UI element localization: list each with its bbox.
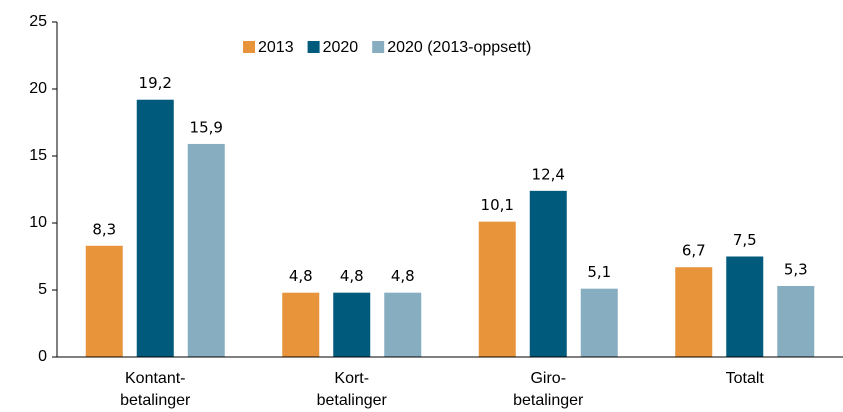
bar [529, 190, 567, 357]
value-label: 5,1 [587, 263, 611, 281]
legend-label: 2020 [323, 39, 359, 56]
value-label: 4,8 [391, 267, 415, 285]
y-tick-label: 10 [29, 214, 47, 231]
bar [187, 143, 225, 357]
value-label: 7,5 [733, 231, 757, 249]
bar [777, 285, 815, 357]
bar [580, 288, 618, 357]
value-label: 4,8 [340, 267, 364, 285]
y-tick-label: 25 [29, 13, 47, 30]
bar [726, 256, 764, 357]
bar [478, 221, 516, 357]
legend-swatch [307, 41, 320, 53]
y-tick-label: 0 [38, 348, 47, 365]
value-label: 6,7 [682, 242, 706, 260]
value-label: 10,1 [481, 196, 514, 214]
value-label: 4,8 [289, 267, 313, 285]
y-tick-label: 15 [29, 147, 47, 164]
legend-label: 2013 [258, 39, 294, 56]
legend-swatch [243, 41, 255, 53]
bar [282, 292, 320, 357]
legend-label: 2020 (2013-oppsett) [387, 39, 531, 56]
value-label: 19,2 [139, 74, 172, 92]
bar [136, 99, 174, 357]
value-label: 15,9 [190, 118, 223, 136]
bar [333, 292, 371, 357]
value-label: 12,4 [532, 165, 565, 183]
value-label: 8,3 [92, 220, 116, 238]
y-tick-label: 5 [38, 281, 47, 298]
y-tick-label: 20 [29, 80, 47, 97]
value-label: 5,3 [784, 260, 808, 278]
x-tick-label: Giro- betalinger [513, 370, 584, 409]
bar [675, 267, 713, 357]
x-tick-label: Kort- betalinger [316, 370, 387, 409]
x-tick-label: Totalt [725, 370, 764, 387]
bar [384, 292, 422, 357]
bar [85, 245, 123, 357]
legend-swatch [372, 41, 385, 53]
x-tick-label: Kontant- betalinger [120, 370, 191, 409]
